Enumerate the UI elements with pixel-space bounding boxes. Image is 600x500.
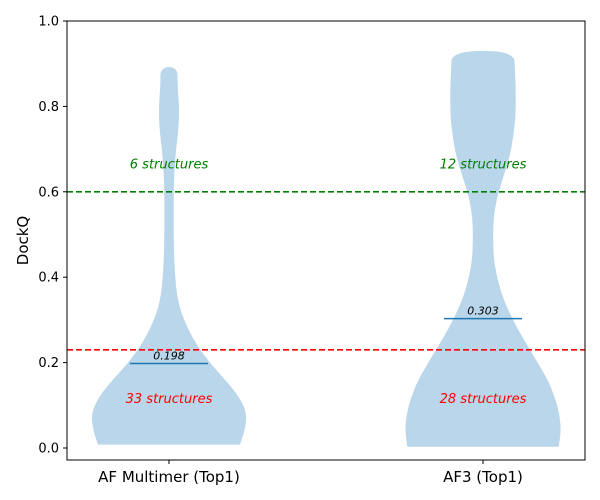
- violins-layer: [91, 50, 561, 447]
- threshold-lines-layer: [67, 191, 585, 351]
- structure-count-annotation-2: 12 structures: [440, 157, 527, 172]
- median-value-label-1: 0.198: [153, 349, 185, 362]
- y-tick-label: 0.8: [38, 100, 59, 115]
- axes-layer: 0.0 0.2 0.4 0.6 0.8 1.0 AF Multimer (Top1) AF3 …: [38, 15, 586, 486]
- y-tick-label: 0.0: [38, 442, 59, 457]
- y-tick-label: 0.2: [38, 356, 59, 371]
- violin-body-1: [91, 67, 247, 445]
- medians-layer: 0.198 0.303: [130, 305, 522, 365]
- annotations-layer: 6 structures 12 structures 33 structures 28…: [126, 157, 527, 407]
- y-axis-title: DockQ: [14, 216, 32, 265]
- median-value-label-2: 0.303: [467, 305, 499, 318]
- violin-body-2: [405, 50, 561, 447]
- y-tick-label: 0.6: [38, 185, 59, 200]
- x-category-label: AF Multimer (Top1): [98, 468, 240, 486]
- plot-frame: [66, 20, 586, 461]
- y-tick-label: 1.0: [38, 15, 59, 30]
- structure-count-annotation-4: 28 structures: [440, 392, 527, 407]
- structure-count-annotation-3: 33 structures: [126, 392, 213, 407]
- y-tick-label: 0.4: [38, 271, 59, 286]
- structure-count-annotation-1: 6 structures: [130, 157, 209, 172]
- x-category-label: AF3 (Top1): [443, 468, 523, 486]
